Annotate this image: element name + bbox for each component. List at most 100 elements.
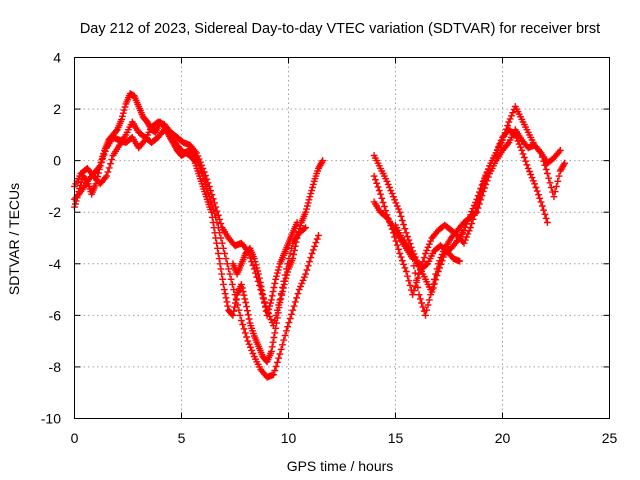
y-axis-label: SDTVAR / TECUs [6,183,22,295]
data-point [307,254,315,261]
data-point [274,266,282,274]
data-point [194,152,202,160]
x-axis-label: GPS time / hours [287,458,394,474]
data-point [308,187,315,194]
x-tick-label: 25 [602,430,618,446]
data-point [249,350,257,357]
data-point [274,358,281,366]
data-point [545,174,553,182]
y-tick-label: 4 [53,50,61,66]
data-point [422,312,429,319]
data-point [256,274,263,282]
data-point [411,269,419,277]
data-point [546,179,554,187]
data-point [418,299,425,307]
data-point [405,277,413,285]
data-point [223,298,231,306]
data-point [101,148,109,155]
data-point [312,239,320,246]
data-point [293,219,301,226]
data-point [303,266,311,274]
data-point [291,298,299,306]
data-point [76,189,83,197]
data-point [288,244,295,252]
data-point [290,251,297,258]
data-point [240,325,248,333]
data-point [258,287,266,294]
data-point [272,363,280,370]
data-point [121,103,129,111]
data-point [482,181,490,188]
series-5 [370,103,564,296]
data-point [544,219,551,226]
data-point [305,196,313,204]
data-point [424,301,432,309]
data-point [396,250,404,257]
data-point [99,155,107,162]
data-point [420,254,428,261]
data-points [71,90,568,381]
data-point [483,177,491,185]
x-tick-labels: 0 5 10 15 20 25 [71,430,618,446]
data-point [306,193,314,201]
data-point [118,116,125,123]
data-point [214,211,222,219]
data-point [243,303,250,310]
data-point [268,292,276,300]
data-point [495,143,502,151]
data-point [463,233,470,241]
data-point [398,257,406,265]
data-point [213,207,221,215]
data-point [294,290,302,298]
data-point [222,255,230,262]
data-point [260,295,268,303]
data-point [381,203,388,210]
data-point [477,196,485,204]
data-point [104,168,112,176]
data-point [374,183,382,191]
data-point [370,172,378,180]
data-point [523,161,531,169]
data-point [414,284,422,291]
data-point [218,239,226,247]
data-point [402,229,410,237]
data-point [395,205,402,213]
data-point [556,146,564,154]
data-point [308,250,316,257]
data-point [259,291,267,299]
data-point [422,250,429,257]
chart-title: Day 212 of 2023, Sidereal Day-to-day VTE… [80,21,600,37]
data-point [286,250,294,257]
data-point [238,281,245,288]
data-point [245,315,253,323]
data-point [221,250,229,257]
data-point [505,118,513,126]
x-tick-label: 0 [71,430,79,446]
data-point [297,222,304,229]
data-point [231,291,239,299]
data-point [96,162,104,170]
data-point [277,290,285,298]
data-point [289,306,297,314]
data-point [383,177,391,185]
data-point [460,239,468,247]
data-point [531,180,538,188]
data-point [251,258,259,266]
data-point [551,188,559,195]
data-point [319,157,327,164]
data-point [105,164,113,172]
x-tick-label: 20 [495,430,511,446]
data-point [433,265,441,273]
data-point [229,281,236,288]
data-point [397,253,405,261]
data-point [436,257,443,265]
data-point [542,166,550,173]
data-point [540,206,547,214]
data-point [506,115,514,123]
data-point [280,277,288,285]
data-point [393,202,401,210]
data-point [542,215,550,222]
data-point [217,234,225,242]
data-point [264,308,272,316]
data-point [240,291,248,299]
